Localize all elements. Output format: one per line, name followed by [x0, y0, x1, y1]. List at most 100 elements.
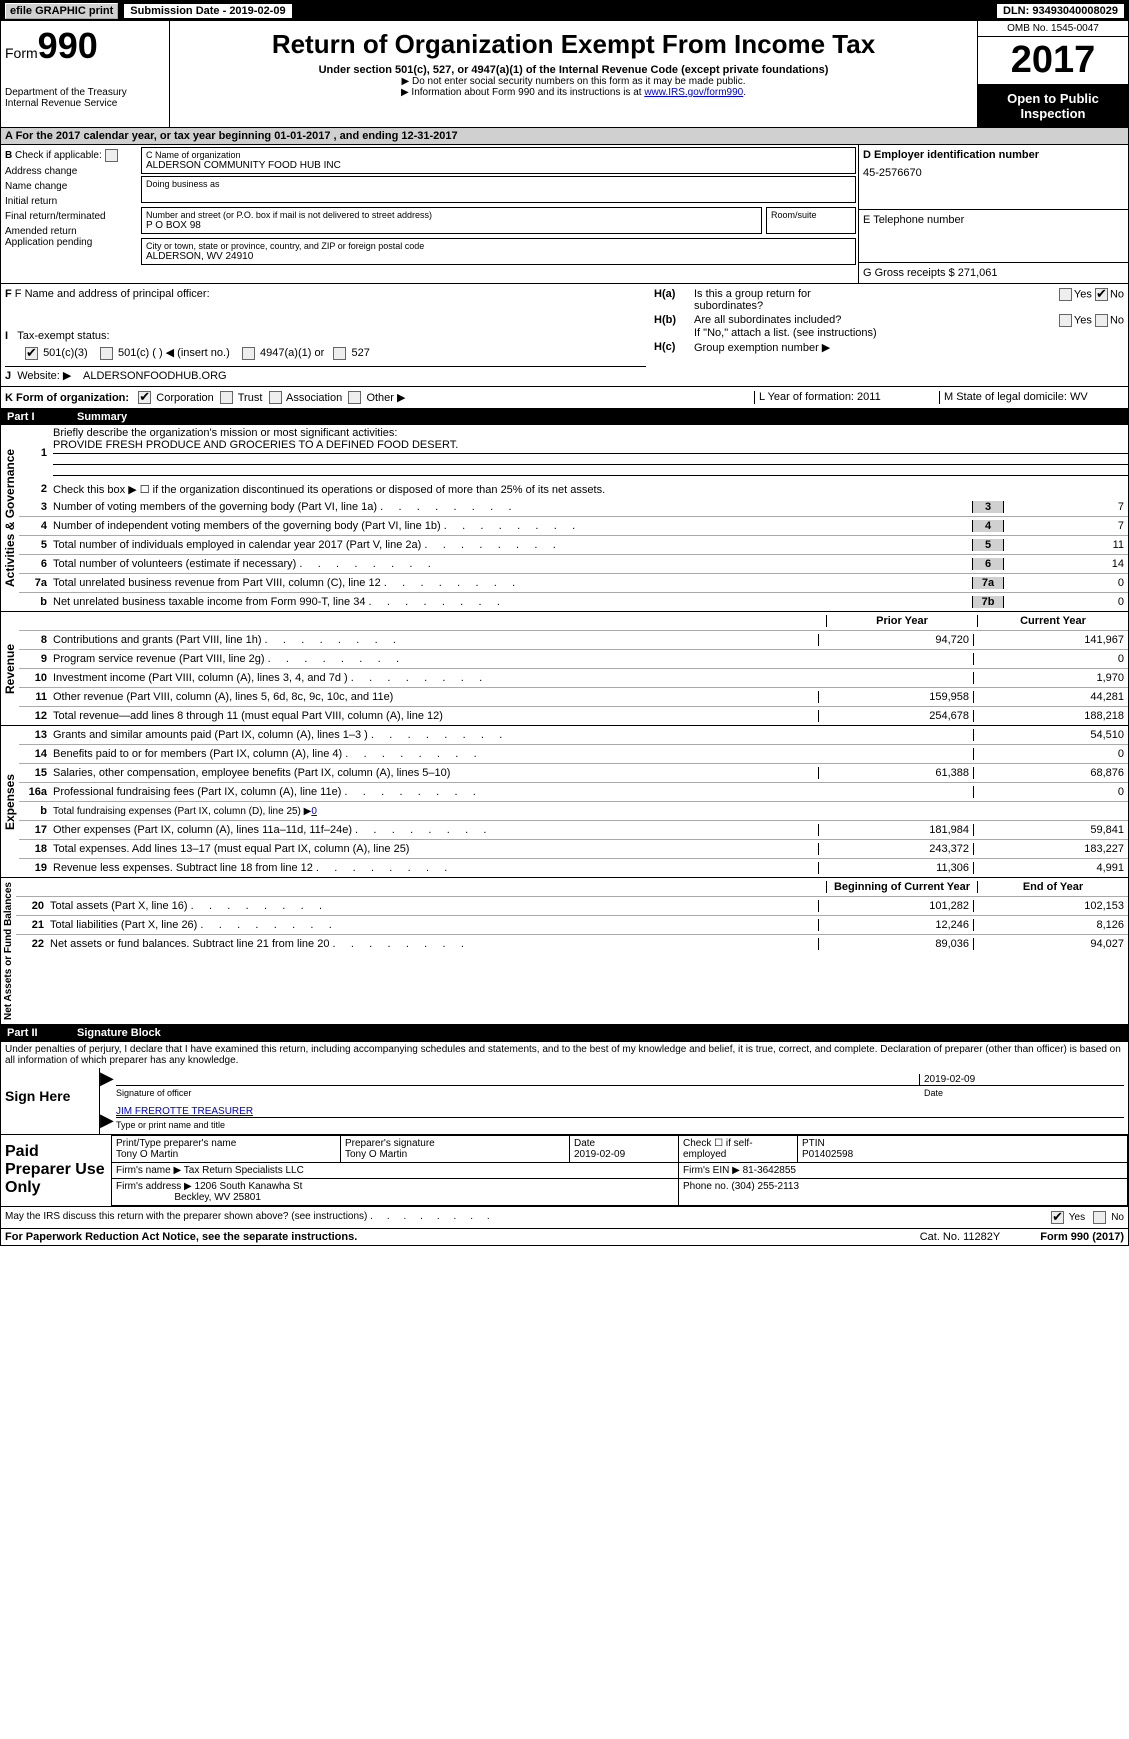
line16a-curr: 0 [973, 786, 1128, 798]
corp-checkbox[interactable] [138, 391, 151, 404]
line13-desc: Grants and similar amounts paid (Part IX… [53, 727, 818, 743]
part2-header: Part II Signature Block [1, 1025, 1128, 1041]
room-label: Room/suite [771, 210, 851, 220]
line19-prior: 11,306 [818, 862, 973, 874]
section-f-left: F F Name and address of principal office… [5, 288, 646, 382]
firm-name-label: Firm's name ▶ [116, 1165, 181, 1176]
phone-value: (304) 255-2113 [731, 1181, 799, 1192]
end-year-header: End of Year [977, 881, 1128, 893]
line14-curr: 0 [973, 748, 1128, 760]
typed-name-label: Type or print name and title [116, 1120, 1124, 1130]
trust-checkbox[interactable] [220, 391, 233, 404]
begin-year-header: Beginning of Current Year [826, 881, 977, 893]
website-value: ALDERSONFOODHUB.ORG [83, 370, 227, 382]
line16b-link[interactable]: 0 [311, 806, 317, 817]
line18-desc: Total expenses. Add lines 13–17 (must eq… [53, 841, 818, 857]
line17-desc: Other expenses (Part IX, column (A), lin… [53, 822, 818, 838]
line12-prior: 254,678 [818, 710, 973, 722]
line21-desc: Total liabilities (Part X, line 26) [50, 917, 818, 933]
line11-desc: Other revenue (Part VIII, column (A), li… [53, 689, 818, 705]
ha-label2: subordinates? [694, 300, 763, 312]
irs-link[interactable]: www.IRS.gov/form990 [644, 87, 743, 98]
line10-curr: 1,970 [973, 672, 1128, 684]
l-year-formation: L Year of formation: 2011 [754, 391, 939, 405]
applicable-checkbox[interactable] [105, 149, 118, 162]
submission-date: Submission Date - 2019-02-09 [124, 4, 291, 18]
paid-preparer-table: Print/Type preparer's nameTony O Martin … [111, 1135, 1128, 1206]
line22-end: 94,027 [973, 938, 1128, 950]
sig-date-label: Date [924, 1088, 1124, 1098]
line8-curr: 141,967 [973, 634, 1128, 646]
section-b-checkboxes: B Check if applicable: Address change Na… [1, 145, 139, 283]
ha-no-checkbox[interactable] [1095, 288, 1108, 301]
activities-governance-section: Activities & Governance 1 Briefly descri… [1, 425, 1128, 612]
net-assets-section: Net Assets or Fund Balances Beginning of… [1, 878, 1128, 1025]
discuss-row: May the IRS discuss this return with the… [1, 1206, 1128, 1228]
sig-officer-label: Signature of officer [116, 1088, 924, 1098]
typed-name-link[interactable]: JIM FREROTTE TREASURER [116, 1106, 253, 1117]
assoc-checkbox[interactable] [269, 391, 282, 404]
ein-value: 45-2576670 [863, 167, 1124, 179]
501c-label: 501(c) ( ) ◀ (insert no.) [118, 347, 230, 359]
form-note2: ▶ Information about Form 990 and its ins… [178, 87, 969, 98]
activities-governance-vlabel: Activities & Governance [1, 425, 19, 611]
4947-checkbox[interactable] [242, 347, 255, 360]
line16b-pre: Total fundraising expenses (Part IX, col… [53, 806, 311, 817]
line21-end: 8,126 [973, 919, 1128, 931]
other-label: Other ▶ [366, 392, 405, 404]
dln: DLN: 93493040008029 [997, 4, 1124, 18]
revenue-vlabel: Revenue [1, 612, 19, 725]
ha-yes-checkbox[interactable] [1059, 288, 1072, 301]
omb-number: OMB No. 1545-0047 [978, 21, 1128, 37]
final-return-label: Final return/terminated [5, 211, 106, 222]
discuss-no-checkbox[interactable] [1093, 1211, 1106, 1224]
line7b-val: 0 [1003, 596, 1128, 608]
line11-curr: 44,281 [973, 691, 1128, 703]
phone-label: Phone no. [683, 1181, 729, 1192]
ptin-label: PTIN [802, 1138, 1123, 1149]
efile-print-button[interactable]: efile GRAPHIC print [5, 3, 118, 19]
line15-desc: Salaries, other compensation, employee b… [53, 765, 818, 781]
sign-here-row: Sign Here ▶▶ 2019-02-09 Signature of off… [1, 1068, 1128, 1135]
open-to-public: Open to Public Inspection [978, 85, 1128, 127]
firm-ein-label: Firm's EIN ▶ [683, 1165, 740, 1176]
irs-label: Internal Revenue Service [5, 98, 165, 109]
signature-section: Under penalties of perjury, I declare th… [1, 1041, 1128, 1228]
line13-curr: 54,510 [973, 729, 1128, 741]
discuss-yes-checkbox[interactable] [1051, 1211, 1064, 1224]
527-checkbox[interactable] [333, 347, 346, 360]
section-b-right: D Employer identification number 45-2576… [858, 145, 1128, 283]
line12-curr: 188,218 [973, 710, 1128, 722]
hb-yes-checkbox[interactable] [1059, 314, 1072, 327]
line12-desc: Total revenue—add lines 8 through 11 (mu… [53, 708, 818, 724]
line4-val: 7 [1003, 520, 1128, 532]
501c3-checkbox[interactable] [25, 347, 38, 360]
perjury-statement: Under penalties of perjury, I declare th… [1, 1042, 1128, 1068]
net-assets-vlabel: Net Assets or Fund Balances [1, 878, 16, 1024]
line2-desc: Check this box ▶ ☐ if the organization d… [53, 481, 1128, 498]
line6-desc: Total number of volunteers (estimate if … [53, 556, 972, 572]
principal-officer-label: F Name and address of principal officer: [15, 288, 210, 300]
city-value: ALDERSON, WV 24910 [146, 251, 851, 262]
line4-desc: Number of independent voting members of … [53, 518, 972, 534]
dba-label: Doing business as [146, 179, 851, 189]
other-checkbox[interactable] [348, 391, 361, 404]
part1-title: Summary [77, 411, 127, 423]
line1-label: Briefly describe the organization's miss… [53, 427, 397, 439]
tax-year: 2017 [978, 37, 1128, 85]
header-right: OMB No. 1545-0047 2017 Open to Public In… [978, 21, 1128, 127]
501c-checkbox[interactable] [100, 347, 113, 360]
addr-change-label: Address change [5, 166, 77, 177]
line22-desc: Net assets or fund balances. Subtract li… [50, 936, 818, 952]
org-name-box: C Name of organization ALDERSON COMMUNIT… [141, 147, 856, 174]
firm-addr2: Beckley, WV 25801 [174, 1192, 261, 1203]
paid-preparer-label: Paid Preparer Use Only [1, 1135, 111, 1206]
form-number: Form990 [5, 25, 165, 67]
line18-prior: 243,372 [818, 843, 973, 855]
line20-desc: Total assets (Part X, line 16) [50, 898, 818, 914]
hb-no-checkbox[interactable] [1095, 314, 1108, 327]
line10-desc: Investment income (Part VIII, column (A)… [53, 670, 818, 686]
part2-label: Part II [7, 1027, 77, 1039]
line15-curr: 68,876 [973, 767, 1128, 779]
discuss-no: No [1111, 1212, 1124, 1223]
